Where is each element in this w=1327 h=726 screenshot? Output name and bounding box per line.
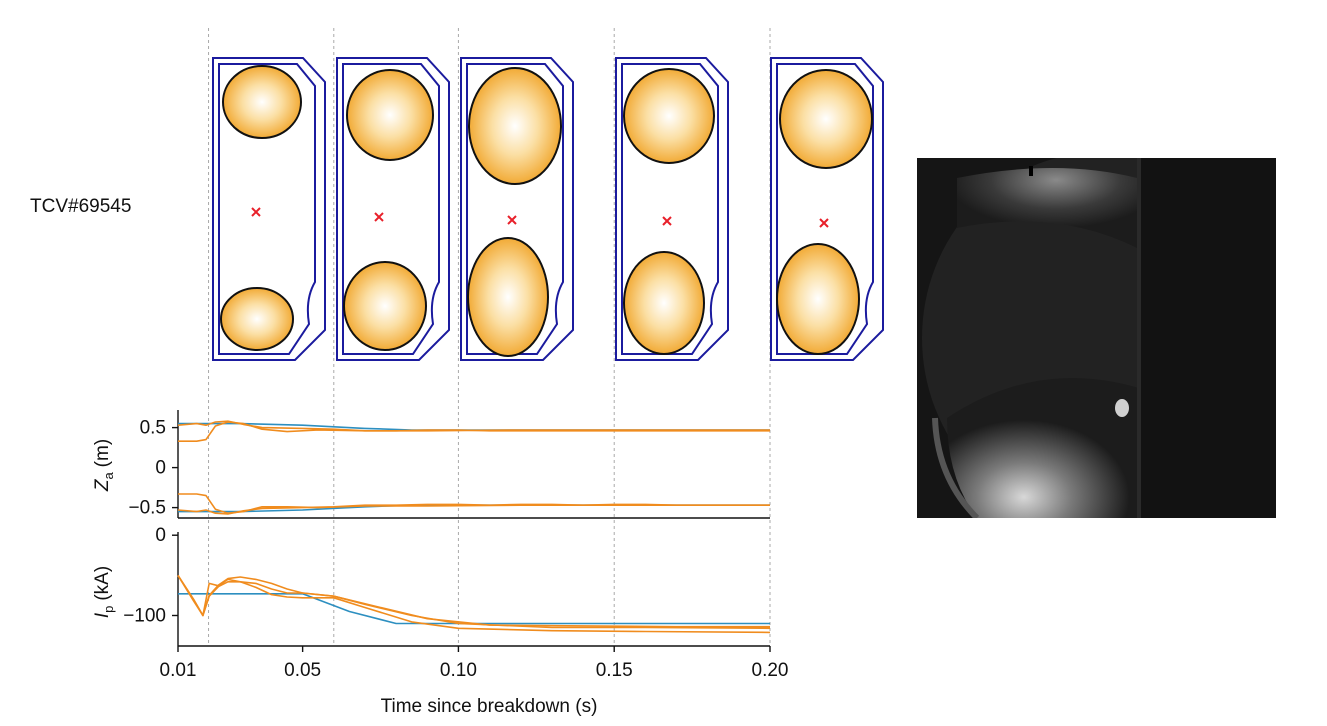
upper-plasma-2 (468, 67, 562, 185)
snapshot-2 (460, 57, 574, 361)
axis-marker-b-3 (662, 216, 672, 226)
ip-series-measured-3 (177, 574, 771, 634)
lower-plasma-1 (343, 261, 427, 351)
vessel-outer-wall-0 (212, 57, 326, 361)
vessel-inner-wall-0 (218, 63, 316, 355)
x-tick-label-0: 0.01 (160, 660, 197, 681)
ip-y-ticks: 0 −100 (123, 525, 178, 626)
axis-marker-b-2 (507, 215, 517, 225)
ip-series-measured-1 (177, 574, 770, 628)
za-ylabel: Za(m) (92, 439, 116, 492)
camera-frame-image (917, 158, 1276, 518)
x-tick-label-3: 0.15 (596, 660, 633, 681)
plasma-snapshots (212, 57, 884, 361)
x-tick-label-2: 0.10 (440, 660, 477, 681)
vessel-inner-wall-1 (342, 63, 440, 355)
ip-series (177, 574, 771, 634)
za-series (177, 420, 770, 515)
x-tick-label-1: 0.05 (284, 660, 321, 681)
x-axis-label: Time since breakdown (s) (381, 696, 598, 717)
za-panel: 0.5 0 −0.5 Za(m) (92, 410, 770, 519)
za-tick-label-2: −0.5 (128, 498, 166, 519)
snapshot-3 (615, 57, 729, 361)
vessel-outer-wall-1 (336, 57, 450, 361)
axis-marker-b-0 (251, 207, 261, 217)
camera-frame-icon (917, 158, 1276, 518)
vessel-outer-wall-3 (615, 57, 729, 361)
za-tick-label-1: 0 (155, 458, 166, 479)
upper-plasma-4 (779, 69, 873, 169)
za-tick-label-0: 0.5 (140, 418, 166, 439)
lower-plasma-2 (467, 237, 549, 357)
ip-tick-label-0: 0 (155, 525, 166, 546)
ip-series-target-0 (178, 592, 770, 625)
za-series-measured-5 (177, 503, 770, 515)
ip-tick-label-1: −100 (123, 605, 166, 626)
snapshot-4 (770, 57, 884, 361)
upper-plasma-1 (346, 69, 434, 161)
axis-marker-b-1 (374, 212, 384, 222)
x-axis-ticks: 0.01 0.05 0.10 0.15 0.20 (160, 646, 789, 681)
ip-ylabel: Ip(kA) (92, 566, 116, 618)
shot-label: TCV#69545 (30, 196, 132, 217)
vessel-inner-wall-2 (466, 63, 564, 355)
lower-plasma-0 (220, 287, 294, 351)
snapshot-0 (212, 57, 326, 361)
ip-panel: 0 −100 0.01 0.05 0.10 0.15 0.20 Ip(kA) Time s… (92, 525, 788, 717)
upper-plasma-0 (222, 65, 302, 139)
lower-plasma-3 (623, 251, 705, 355)
vessel-outer-wall-4 (770, 57, 884, 361)
vessel-outer-wall-2 (460, 57, 574, 361)
lower-plasma-4 (776, 243, 860, 355)
za-y-ticks: 0.5 0 −0.5 (128, 418, 178, 519)
vessel-inner-wall-3 (621, 63, 719, 355)
x-tick-label-4: 0.20 (752, 660, 789, 681)
upper-plasma-3 (623, 68, 715, 164)
snapshot-1 (336, 57, 450, 361)
ip-series-measured-2 (177, 574, 771, 630)
za-series-measured-2 (177, 420, 770, 432)
vessel-inner-wall-4 (776, 63, 874, 355)
axis-marker-b-4 (819, 218, 829, 228)
